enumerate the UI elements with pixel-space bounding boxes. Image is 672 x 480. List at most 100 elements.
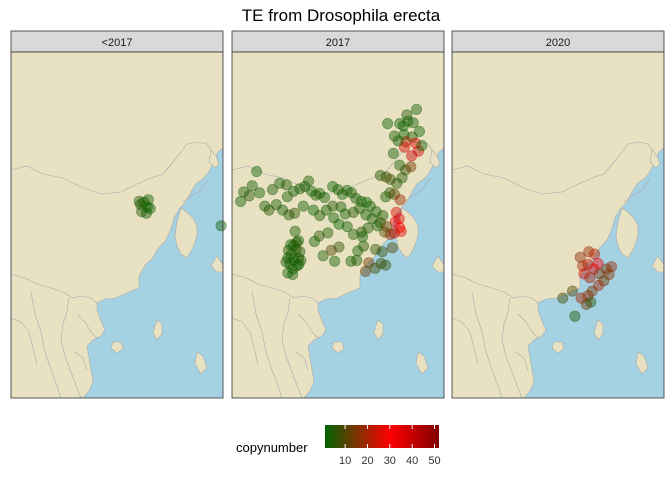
map-point xyxy=(243,190,255,202)
map-point xyxy=(359,265,371,277)
map-point xyxy=(391,177,403,189)
map-point xyxy=(410,103,422,115)
map-point xyxy=(325,244,337,256)
map-point xyxy=(394,159,406,171)
map-point xyxy=(246,180,258,192)
map-point xyxy=(389,216,401,228)
map-point xyxy=(387,147,399,159)
map-point xyxy=(282,267,294,279)
map-point xyxy=(259,200,271,212)
map-point xyxy=(600,263,612,275)
map-point xyxy=(332,184,344,196)
map-point xyxy=(364,200,376,212)
map-point xyxy=(295,254,307,266)
map-point xyxy=(394,194,406,206)
map-point xyxy=(317,250,329,262)
map-point xyxy=(277,204,289,216)
map-point xyxy=(251,166,263,178)
map-point xyxy=(235,195,247,207)
map-point xyxy=(381,221,393,233)
map-point xyxy=(578,268,590,280)
map-point xyxy=(356,226,368,238)
map-point xyxy=(313,230,325,242)
color-legend: copynumber 10 20 30 40 50 xyxy=(236,425,441,467)
map-point xyxy=(416,140,428,152)
facet-panel-2020: 2020 xyxy=(451,30,665,399)
map-point xyxy=(360,209,372,221)
map-point xyxy=(370,243,382,255)
map-point xyxy=(569,310,581,322)
map-point xyxy=(585,296,597,308)
map-point xyxy=(327,200,339,212)
map-point xyxy=(374,170,386,182)
facet-label-2017: 2017 xyxy=(326,37,350,49)
chart-title: TE from Drosophila erecta xyxy=(242,6,441,25)
panel-frame xyxy=(451,51,665,399)
map-point xyxy=(144,203,156,215)
map-point xyxy=(586,285,598,297)
map-point xyxy=(335,201,347,213)
map-point xyxy=(336,188,348,200)
legend-tick-label: 10 xyxy=(339,455,351,467)
points-layer-2017 xyxy=(235,103,428,280)
map-point xyxy=(397,120,409,132)
map-point xyxy=(583,246,595,258)
map-point xyxy=(369,262,381,274)
map-point xyxy=(363,257,375,269)
legend-title: copynumber xyxy=(236,440,308,455)
map-point xyxy=(382,118,394,130)
legend-tick-label: 30 xyxy=(384,455,396,467)
map-point xyxy=(215,220,227,232)
map-point xyxy=(327,181,339,193)
map-point xyxy=(347,228,359,240)
map-point xyxy=(282,252,294,264)
map-point xyxy=(307,204,319,216)
map-point xyxy=(281,191,293,203)
map-point xyxy=(347,206,359,218)
map-point xyxy=(322,227,334,239)
map-point xyxy=(291,236,303,248)
map-point xyxy=(133,195,145,207)
basemap xyxy=(11,52,223,398)
map-point xyxy=(274,177,286,189)
map-point xyxy=(341,221,353,233)
map-point xyxy=(352,245,364,257)
map-point xyxy=(308,236,320,248)
map-point xyxy=(303,175,315,187)
map-point xyxy=(254,187,266,199)
map-point xyxy=(140,207,152,219)
facet-label-2020: 2020 xyxy=(546,37,570,49)
map-point xyxy=(351,254,363,266)
map-point xyxy=(384,187,396,199)
colorbar xyxy=(325,425,439,448)
map-point xyxy=(386,242,398,254)
map-point xyxy=(270,199,282,211)
map-point xyxy=(371,220,383,232)
map-point xyxy=(370,206,382,218)
map-point xyxy=(142,194,154,206)
map-point xyxy=(566,285,578,297)
map-point xyxy=(582,290,594,302)
map-point xyxy=(405,161,417,173)
map-point xyxy=(376,246,388,258)
map-point xyxy=(357,231,369,243)
map-point xyxy=(398,129,410,141)
map-point xyxy=(339,208,351,220)
map-point xyxy=(329,255,341,267)
map-point xyxy=(584,272,596,284)
map-point xyxy=(380,191,392,203)
points-layer-2020 xyxy=(557,246,617,322)
map-point xyxy=(390,206,402,218)
map-point xyxy=(310,189,322,201)
map-point xyxy=(282,244,294,256)
facet-label-pre-2017: <2017 xyxy=(102,37,133,49)
map-point xyxy=(357,240,369,252)
map-point xyxy=(355,195,367,207)
map-point xyxy=(350,192,362,204)
legend-tick-label: 50 xyxy=(428,455,440,467)
map-point xyxy=(388,130,400,142)
panel-frame xyxy=(10,51,224,399)
map-point xyxy=(297,200,309,212)
legend-tick-label: 20 xyxy=(361,455,373,467)
